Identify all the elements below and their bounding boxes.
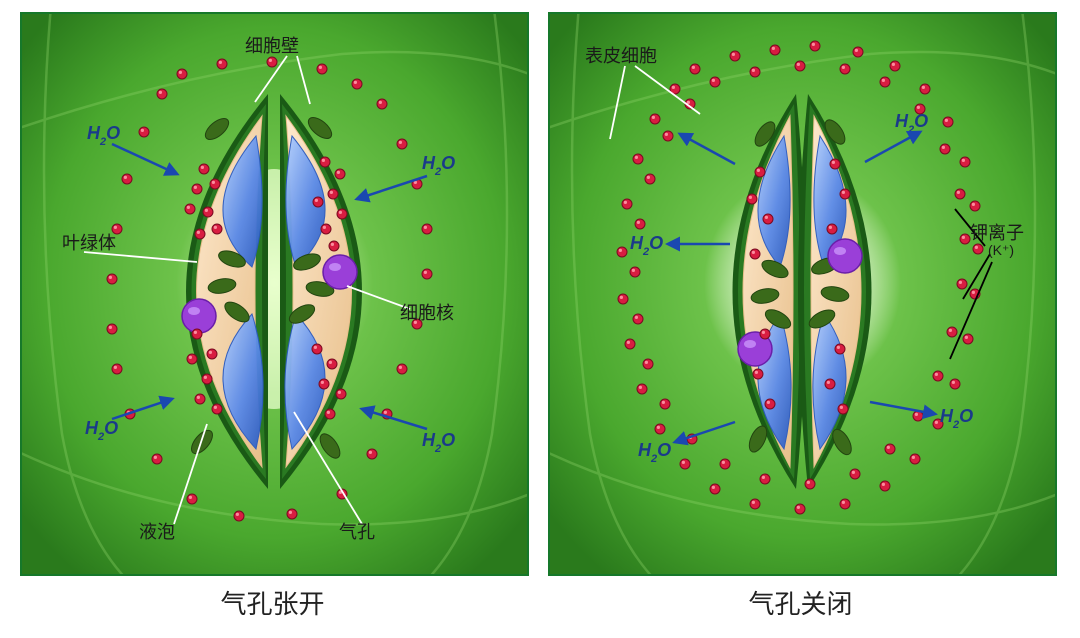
panel-stomata-open: H2OH2OH2OH2O细胞壁叶绿体细胞核液泡气孔 [20, 12, 529, 576]
svg-text:表皮细胞: 表皮细胞 [585, 46, 657, 66]
svg-text:细胞壁: 细胞壁 [245, 36, 299, 56]
caption-open: 气孔张开 [20, 584, 525, 621]
diagram-closed: H2OH2OH2OH2O表皮细胞钾离子(K⁺) [550, 14, 1055, 574]
svg-text:叶绿体: 叶绿体 [62, 233, 116, 253]
diagram-open: H2OH2OH2OH2O细胞壁叶绿体细胞核液泡气孔 [22, 14, 527, 574]
svg-text:(K⁺): (K⁺) [988, 242, 1014, 258]
svg-text:液泡: 液泡 [139, 522, 175, 542]
svg-text:气孔: 气孔 [339, 522, 375, 542]
panel-stomata-closed: H2OH2OH2OH2O表皮细胞钾离子(K⁺) [548, 12, 1057, 576]
caption-closed: 气孔关闭 [548, 584, 1053, 621]
svg-text:细胞核: 细胞核 [400, 303, 454, 323]
svg-text:钾离子: 钾离子 [970, 223, 1024, 243]
